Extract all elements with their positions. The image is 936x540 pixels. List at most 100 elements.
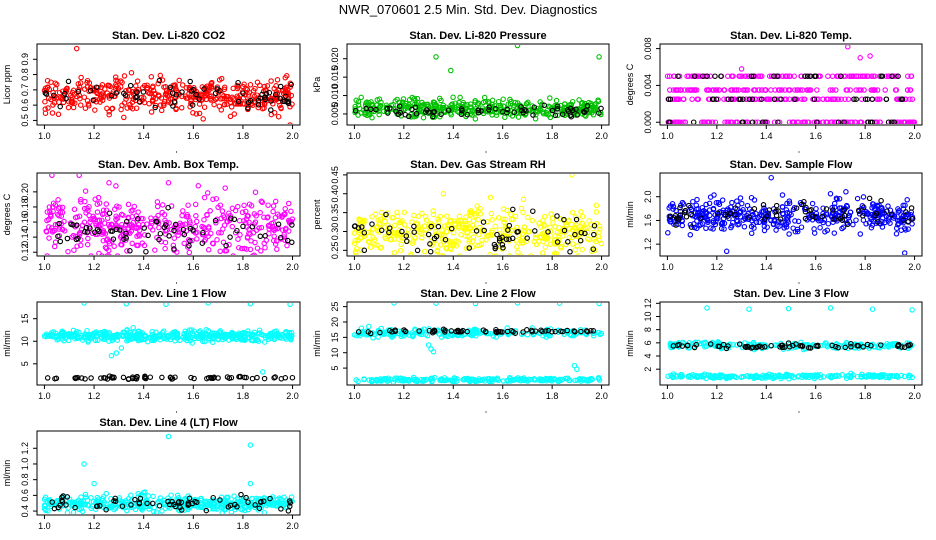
reference-point: [749, 119, 756, 124]
panel-title: Stan. Dev. Line 2 Flow: [420, 288, 536, 300]
data-point: [589, 376, 596, 383]
reference-point: [282, 93, 289, 100]
reference-point: [792, 96, 798, 102]
data-point: [94, 209, 101, 215]
data-point: [807, 87, 814, 93]
reference-point: [782, 344, 788, 350]
data-point: [189, 340, 195, 346]
data-point: [244, 235, 251, 241]
reference-point: [352, 223, 358, 229]
data-point: [383, 102, 390, 108]
reference-point: [771, 96, 778, 102]
data-point: [135, 209, 141, 215]
data-point: [114, 203, 120, 209]
data-point: [450, 94, 456, 101]
data-point: [258, 248, 264, 254]
data-point: [484, 232, 491, 239]
reference-point: [530, 112, 536, 118]
reference-point: [289, 222, 295, 228]
data-point: [274, 246, 280, 253]
data-point: [828, 213, 835, 220]
y-tick-label: 12: [643, 298, 653, 308]
x-tick-label: 1.8: [859, 131, 872, 141]
data-point: [375, 334, 381, 340]
reference-point: [853, 96, 859, 102]
data-point: [433, 54, 439, 60]
data-point: [52, 93, 58, 100]
data-point: [689, 96, 695, 102]
reference-point: [428, 223, 434, 230]
data-point: [436, 95, 443, 102]
data-point: [552, 224, 559, 230]
data-point: [772, 87, 778, 93]
data-point: [286, 329, 293, 336]
data-point: [434, 248, 440, 255]
data-point: [150, 493, 156, 500]
data-point: [375, 217, 381, 223]
data-point: [46, 235, 52, 241]
data-point: [205, 247, 212, 253]
data-point: [174, 249, 180, 255]
y-tick-label: 0.020: [330, 47, 340, 70]
data-point: [869, 372, 876, 379]
data-point: [117, 78, 124, 84]
data-point: [729, 199, 735, 206]
data-point: [273, 333, 280, 340]
data-point: [502, 114, 508, 121]
data-point: [218, 75, 225, 82]
reference-point: [688, 211, 694, 218]
reference-point: [448, 225, 455, 232]
data-point: [206, 333, 213, 339]
y-tick-label: 5: [330, 366, 340, 371]
reference-point: [520, 329, 526, 335]
reference-point: [143, 248, 149, 255]
reference-point: [855, 207, 862, 214]
panel-title: Stan. Dev. Line 1 Flow: [111, 288, 227, 300]
data-point: [366, 377, 372, 383]
data-point: [815, 217, 822, 224]
data-point: [825, 220, 832, 227]
data-point: [439, 227, 445, 234]
data-point: [861, 87, 867, 93]
data-point: [727, 119, 734, 124]
data-point: [851, 73, 857, 79]
x-tick-label: 1.2: [88, 391, 101, 401]
reference-point: [806, 345, 812, 351]
data-point: [219, 510, 225, 514]
data-point: [790, 119, 797, 124]
reference-point: [746, 96, 753, 102]
data-point: [744, 87, 751, 93]
data-point: [419, 210, 425, 217]
reference-point: [867, 119, 874, 124]
data-point: [814, 87, 820, 93]
data-point: [401, 209, 408, 216]
reference-point: [675, 216, 682, 223]
reference-point: [888, 212, 895, 218]
data-point: [823, 96, 830, 102]
data-point: [229, 332, 235, 339]
data-point: [885, 203, 891, 209]
data-point: [736, 221, 742, 227]
data-point: [422, 227, 429, 233]
data-point: [572, 224, 579, 230]
data-point: [69, 234, 75, 240]
reference-point: [121, 236, 127, 242]
data-point: [887, 372, 894, 379]
data-point: [135, 242, 141, 249]
data-point: [409, 219, 415, 225]
data-point: [282, 334, 288, 341]
data-point: [115, 334, 121, 340]
data-point: [709, 119, 716, 124]
data-point: [401, 222, 408, 228]
data-point: [547, 95, 553, 101]
panel-title: Stan. Dev. Li-820 CO2: [112, 30, 225, 42]
x-tick-label: 1.6: [496, 131, 509, 141]
data-point: [541, 223, 547, 229]
data-point: [713, 87, 719, 93]
data-point: [456, 99, 462, 106]
reference-point: [87, 87, 94, 94]
data-point: [372, 377, 379, 384]
reference-point: [809, 213, 816, 220]
reference-point: [565, 239, 571, 245]
reference-point: [180, 226, 187, 233]
